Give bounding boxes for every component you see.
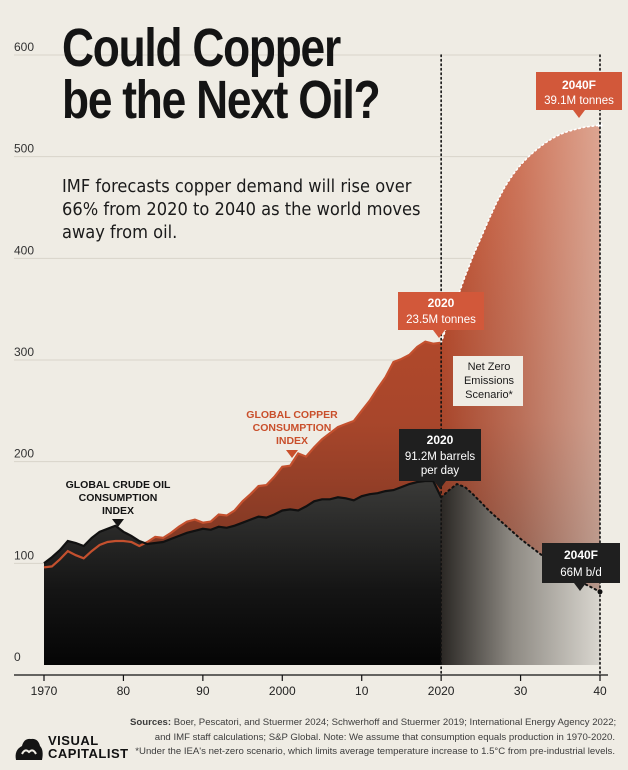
svg-text:91.2M barrels: 91.2M barrels (405, 451, 476, 463)
sources-label: Sources: (130, 717, 172, 728)
y-tick-label: 500 (14, 142, 34, 156)
x-tick-label: 90 (196, 684, 210, 698)
copper-2020-callout: 2020 23.5M tonnes (398, 292, 484, 338)
x-tick-label: 40 (593, 684, 607, 698)
copper-2020-year: 2020 (428, 296, 455, 310)
logo-line-1: VISUAL (48, 733, 99, 748)
copper-index-label: GLOBAL COPPER CONSUMPTION INDEX (246, 409, 338, 458)
y-tick-label: 600 (14, 40, 34, 54)
series-lines (43, 122, 603, 595)
svg-text:INDEX: INDEX (102, 505, 134, 517)
svg-text:2040F: 2040F (564, 548, 598, 562)
svg-text:GLOBAL COPPER: GLOBAL COPPER (246, 409, 338, 421)
title-line-1: Could Copper (62, 18, 341, 78)
svg-text:per day: per day (421, 465, 460, 477)
copper-2040-point (597, 122, 603, 128)
x-tick-label: 30 (514, 684, 528, 698)
y-tick-label: 100 (14, 548, 34, 562)
svg-text:Net Zero: Net Zero (468, 361, 511, 373)
oil-forecast-area (441, 484, 600, 665)
sources-line-1: Boer, Pescatori, and Stuermer 2024; Schw… (171, 717, 617, 728)
svg-text:66M b/d: 66M b/d (560, 567, 602, 579)
svg-text:CONSUMPTION: CONSUMPTION (253, 422, 332, 434)
copper-2020-value: 23.5M tonnes (406, 314, 476, 326)
copper-2040-callout: 2040F 39.1M tonnes (536, 72, 622, 118)
sources-line-3: *Under the IEA's net-zero scenario, whic… (135, 746, 615, 757)
svg-text:CONSUMPTION: CONSUMPTION (79, 492, 158, 504)
y-tick-label: 200 (14, 447, 34, 461)
copper-forecast-line (440, 124, 601, 344)
x-tick-label: 2020 (428, 684, 455, 698)
copper-2040-value: 39.1M tonnes (544, 95, 614, 107)
logo-line-2: CAPITALIST (48, 746, 129, 761)
net-zero-label: Net Zero Emissions Scenario* (453, 356, 523, 406)
oil-index-label: GLOBAL CRUDE OIL CONSUMPTION INDEX (66, 479, 171, 527)
svg-text:GLOBAL CRUDE OIL: GLOBAL CRUDE OIL (66, 479, 171, 491)
subtitle: IMF forecasts copper demand will rise ov… (62, 177, 421, 243)
y-tick-label: 300 (14, 345, 34, 359)
svg-text:Scenario*: Scenario* (465, 389, 513, 401)
oil-2040-callout: 2040F 66M b/d (542, 543, 620, 591)
logo-icon (15, 738, 43, 760)
x-tick-label: 2000 (269, 684, 296, 698)
svg-text:INDEX: INDEX (276, 435, 308, 447)
y-tick-label: 0 (14, 650, 21, 664)
axes: 0 100 200 300 400 500 600 1970 80 90 2000 10 2020 30 4… (14, 40, 608, 698)
x-tick-label: 80 (117, 684, 131, 698)
page-title: Could Copper be the Next Oil? (62, 18, 406, 130)
oil-area (44, 481, 442, 665)
copper-2040-year: 2040F (562, 78, 596, 92)
sources-line-2: and IMF staff calculations; S&P Global. … (154, 731, 615, 743)
copper-line (43, 340, 442, 569)
oil-2020-callout: 2020 91.2M barrels per day (399, 429, 481, 489)
x-tick-label: 10 (355, 684, 369, 698)
sources-footer: Sources: Boer, Pescatori, and Stuermer 2… (130, 716, 617, 760)
visual-capitalist-logo: VISUAL CAPITALIST (14, 732, 134, 766)
x-tick-label: 1970 (31, 684, 58, 698)
svg-text:Emissions: Emissions (464, 375, 515, 387)
svg-text:2020: 2020 (427, 433, 454, 447)
title-line-2: be the Next Oil? (62, 70, 381, 130)
oil-line (43, 479, 443, 565)
y-tick-label: 400 (14, 243, 34, 257)
callouts: 2040F 39.1M tonnes 2020 23.5M tonnes Net… (66, 72, 622, 591)
